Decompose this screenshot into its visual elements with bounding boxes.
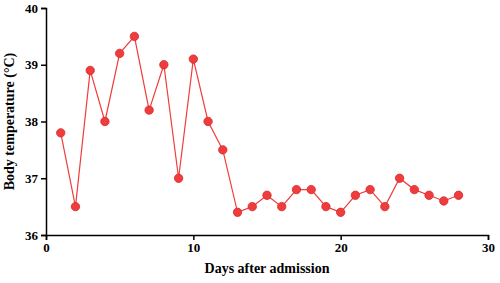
marker [366, 185, 374, 193]
series [57, 32, 463, 216]
x-tick-label: 0 [43, 240, 50, 255]
y-tick-mark [41, 235, 46, 237]
marker [145, 106, 153, 114]
marker [410, 185, 418, 193]
marker [425, 191, 433, 199]
y-tick-label: 38 [25, 114, 39, 129]
y-tick-label: 40 [25, 1, 38, 16]
x-tick: 0 [43, 235, 50, 255]
y-tick: 39 [25, 57, 46, 72]
marker [395, 174, 403, 182]
x-tick-label: 10 [187, 240, 200, 255]
marker [160, 61, 168, 69]
line [61, 36, 459, 212]
marker [189, 55, 197, 63]
marker [336, 208, 344, 216]
x-tick: 20 [335, 235, 348, 255]
y-tick: 38 [25, 114, 46, 129]
marker [233, 208, 241, 216]
marker [454, 191, 462, 199]
y-tick-mark [41, 178, 46, 180]
marker [351, 191, 359, 199]
x-tick: 30 [482, 235, 495, 255]
marker [381, 202, 389, 210]
marker [322, 202, 330, 210]
marker [101, 117, 109, 125]
marker [292, 185, 300, 193]
y-tick: 40 [25, 1, 46, 16]
marker [440, 197, 448, 205]
chart: 0 10 20 30 36 37 38 39 40 Days after admission Bod… [0, 0, 500, 283]
marker [57, 129, 65, 137]
marker [307, 185, 315, 193]
y-axis: 36 37 38 39 40 [25, 1, 47, 243]
marker [71, 202, 79, 210]
y-tick: 37 [25, 171, 46, 186]
x-tick: 10 [187, 235, 200, 255]
marker [278, 202, 286, 210]
y-tick-mark [41, 121, 46, 123]
y-tick-mark [41, 8, 46, 10]
x-tick-label: 30 [482, 240, 495, 255]
marker [219, 146, 227, 154]
y-tick-label: 39 [25, 57, 39, 72]
plot-area: 0 10 20 30 36 37 38 39 40 [25, 1, 495, 256]
y-tick-label: 37 [25, 171, 39, 186]
x-tick-label: 20 [335, 240, 348, 255]
y-tick-mark [41, 65, 46, 67]
x-axis-line [47, 236, 489, 241]
y-tick: 36 [25, 228, 46, 243]
marker [204, 117, 212, 125]
marker [86, 66, 94, 74]
marker [174, 174, 182, 182]
x-axis: 0 10 20 30 [43, 235, 495, 255]
y-tick-label: 36 [25, 228, 39, 243]
marker [263, 191, 271, 199]
marker [115, 49, 123, 57]
y-axis-title: Body temperature (°C) [2, 52, 18, 190]
marker [130, 32, 138, 40]
x-axis-title: Days after admission [205, 261, 330, 276]
marker [248, 202, 256, 210]
y-axis-line [41, 9, 47, 236]
